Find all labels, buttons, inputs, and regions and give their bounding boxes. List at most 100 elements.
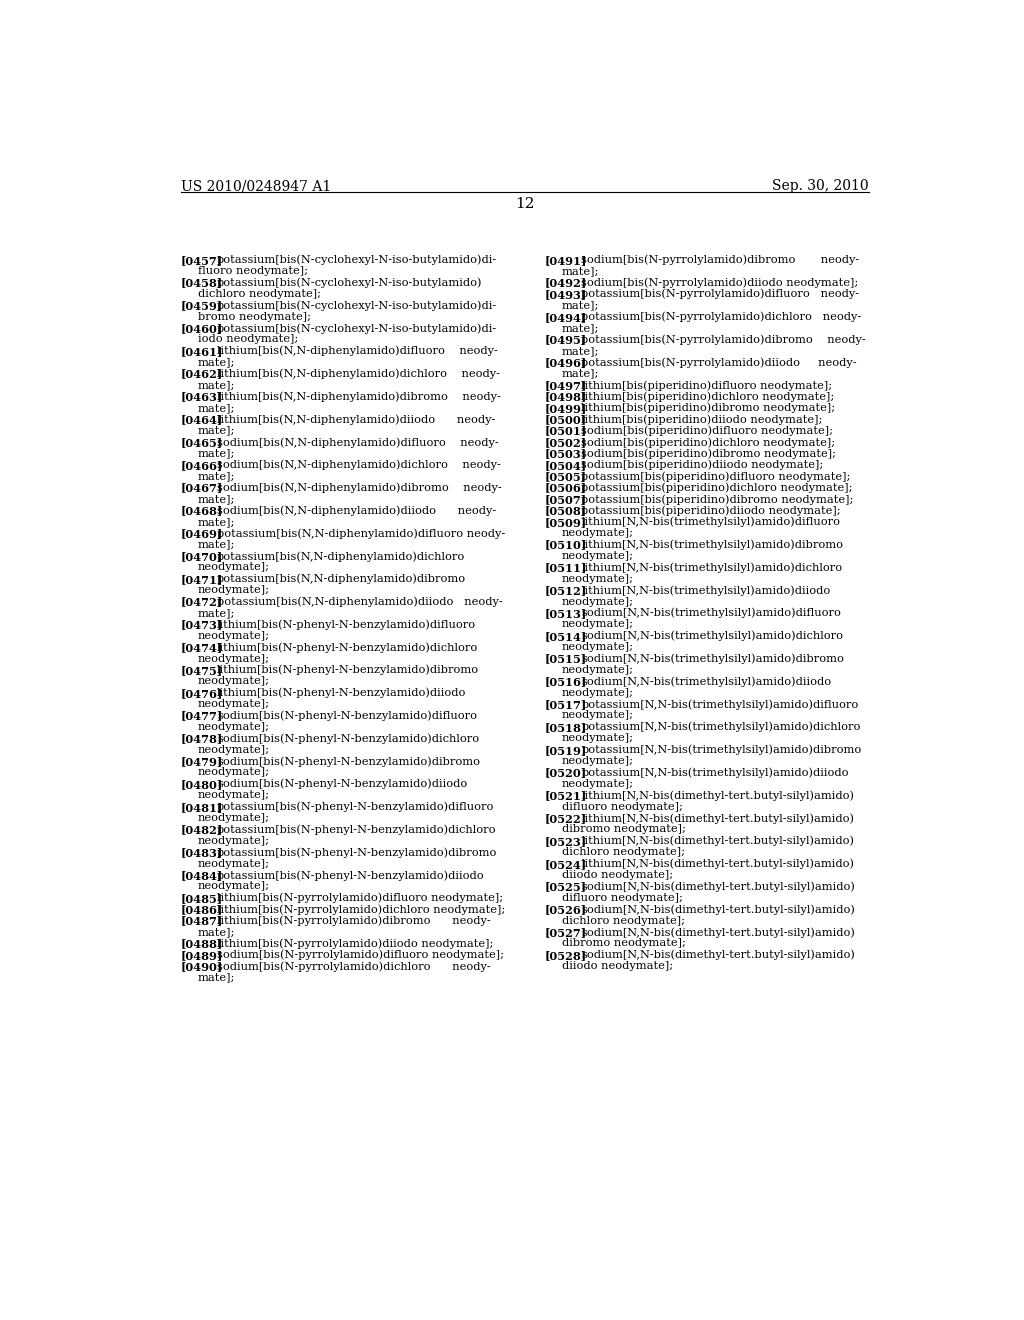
Text: neodymate];: neodymate]; [562,619,634,630]
Text: lithium[N,N-bis(trimethylsilyl)amido)diiodo: lithium[N,N-bis(trimethylsilyl)amido)dii… [582,585,830,595]
Text: neodymate];: neodymate]; [198,744,269,755]
Text: [0457]: [0457] [180,255,223,265]
Text: mate];: mate]; [198,425,236,436]
Text: mate];: mate]; [198,403,236,413]
Text: potassium[bis(piperidino)diiodo neodymate];: potassium[bis(piperidino)diiodo neodymat… [582,506,841,516]
Text: neodymate];: neodymate]; [198,722,269,731]
Text: lithium[bis(piperidino)dibromo neodymate];: lithium[bis(piperidino)dibromo neodymate… [582,403,836,413]
Text: neodymate];: neodymate]; [562,528,634,539]
Text: potassium[bis(N,N-diphenylamido)difluoro neody-: potassium[bis(N,N-diphenylamido)difluoro… [217,528,506,539]
Text: potassium[bis(N-phenyl-N-benzylamido)diiodo: potassium[bis(N-phenyl-N-benzylamido)dii… [217,870,484,880]
Text: [0466]: [0466] [180,459,223,471]
Text: lithium[N,N-bis(dimethyl-tert.butyl-silyl)amido): lithium[N,N-bis(dimethyl-tert.butyl-sily… [582,858,854,869]
Text: potassium[bis(N,N-diphenylamido)dibromo: potassium[bis(N,N-diphenylamido)dibromo [217,574,466,585]
Text: neodymate];: neodymate]; [562,574,634,583]
Text: sodium[bis(N,N-diphenylamido)diiodo      neody-: sodium[bis(N,N-diphenylamido)diiodo neod… [217,506,497,516]
Text: neodymate];: neodymate]; [562,665,634,675]
Text: [0459]: [0459] [180,300,223,312]
Text: lithium[bis(N-pyrrolylamido)difluoro neodymate];: lithium[bis(N-pyrrolylamido)difluoro neo… [217,892,503,903]
Text: lithium[bis(N-pyrrolylamido)diiodo neodymate];: lithium[bis(N-pyrrolylamido)diiodo neody… [217,939,494,949]
Text: [0488]: [0488] [180,939,223,949]
Text: lithium[N,N-bis(dimethyl-tert.butyl-silyl)amido): lithium[N,N-bis(dimethyl-tert.butyl-sily… [582,813,854,824]
Text: sodium[bis(N,N-diphenylamido)difluoro    neody-: sodium[bis(N,N-diphenylamido)difluoro ne… [217,437,499,447]
Text: neodymate];: neodymate]; [562,734,634,743]
Text: [0517]: [0517] [545,700,587,710]
Text: iodo neodymate];: iodo neodymate]; [198,334,298,345]
Text: sodium[N,N-bis(dimethyl-tert.butyl-silyl)amido): sodium[N,N-bis(dimethyl-tert.butyl-silyl… [582,882,855,892]
Text: sodium[bis(N-phenyl-N-benzylamido)dibromo: sodium[bis(N-phenyl-N-benzylamido)dibrom… [217,756,480,767]
Text: [0479]: [0479] [180,756,223,767]
Text: neodymate];: neodymate]; [198,836,269,846]
Text: lithium[bis(piperidino)difluoro neodymate];: lithium[bis(piperidino)difluoro neodymat… [582,380,833,391]
Text: [0501]: [0501] [545,425,587,437]
Text: neodymate];: neodymate]; [198,882,269,891]
Text: potassium[bis(N-cyclohexyl-N-iso-butylamido)di-: potassium[bis(N-cyclohexyl-N-iso-butylam… [217,323,498,334]
Text: lithium[bis(N-pyrrolylamido)dibromo      neody-: lithium[bis(N-pyrrolylamido)dibromo neod… [217,916,490,927]
Text: lithium[bis(N-phenyl-N-benzylamido)dibromo: lithium[bis(N-phenyl-N-benzylamido)dibro… [217,665,479,676]
Text: [0484]: [0484] [180,870,223,880]
Text: lithium[N,N-bis(dimethyl-tert.butyl-silyl)amido): lithium[N,N-bis(dimethyl-tert.butyl-sily… [582,836,854,846]
Text: [0514]: [0514] [545,631,587,642]
Text: [0520]: [0520] [545,767,587,779]
Text: mate];: mate]; [198,540,236,549]
Text: [0478]: [0478] [180,734,223,744]
Text: [0465]: [0465] [180,437,223,447]
Text: sodium[N,N-bis(dimethyl-tert.butyl-silyl)amido): sodium[N,N-bis(dimethyl-tert.butyl-silyl… [582,927,855,937]
Text: potassium[bis(piperidino)difluoro neodymate];: potassium[bis(piperidino)difluoro neodym… [582,471,851,482]
Text: sodium[bis(N-pyrrolylamido)dichloro      neody-: sodium[bis(N-pyrrolylamido)dichloro neod… [217,961,490,972]
Text: sodium[bis(piperidino)dibromo neodymate];: sodium[bis(piperidino)dibromo neodymate]… [582,449,837,459]
Text: [0508]: [0508] [545,506,587,516]
Text: neodymate];: neodymate]; [562,688,634,698]
Text: potassium[bis(N-cyclohexyl-N-iso-butylamido)di-: potassium[bis(N-cyclohexyl-N-iso-butylam… [217,300,498,310]
Text: [0526]: [0526] [545,904,587,915]
Text: [0495]: [0495] [545,334,587,346]
Text: sodium[bis(piperidino)difluoro neodymate];: sodium[bis(piperidino)difluoro neodymate… [582,425,834,436]
Text: sodium[bis(N-pyrrolylamido)diiodo neodymate];: sodium[bis(N-pyrrolylamido)diiodo neodym… [582,277,859,288]
Text: sodium[N,N-bis(trimethylsilyl)amido)dibromo: sodium[N,N-bis(trimethylsilyl)amido)dibr… [582,653,844,664]
Text: potassium[bis(N-pyrrolylamido)diiodo     neody-: potassium[bis(N-pyrrolylamido)diiodo neo… [582,358,857,368]
Text: lithium[bis(piperidino)dichloro neodymate];: lithium[bis(piperidino)dichloro neodymat… [582,392,835,403]
Text: lithium[bis(N-phenyl-N-benzylamido)difluoro: lithium[bis(N-phenyl-N-benzylamido)diflu… [217,619,476,630]
Text: mate];: mate]; [198,494,236,504]
Text: [0485]: [0485] [180,892,223,904]
Text: [0480]: [0480] [180,779,223,789]
Text: difluoro neodymate];: difluoro neodymate]; [562,801,683,812]
Text: neodymate];: neodymate]; [562,642,634,652]
Text: sodium[bis(N-phenyl-N-benzylamido)dichloro: sodium[bis(N-phenyl-N-benzylamido)dichlo… [217,734,479,744]
Text: [0516]: [0516] [545,676,587,688]
Text: [0527]: [0527] [545,927,587,939]
Text: potassium[bis(piperidino)dichloro neodymate];: potassium[bis(piperidino)dichloro neodym… [582,483,853,494]
Text: mate];: mate]; [562,323,599,333]
Text: [0462]: [0462] [180,368,223,380]
Text: [0521]: [0521] [545,791,587,801]
Text: potassium[bis(N-phenyl-N-benzylamido)difluoro: potassium[bis(N-phenyl-N-benzylamido)dif… [217,801,495,812]
Text: [0512]: [0512] [545,585,587,597]
Text: dichloro neodymate];: dichloro neodymate]; [198,289,321,298]
Text: potassium[bis(N-phenyl-N-benzylamido)dichloro: potassium[bis(N-phenyl-N-benzylamido)dic… [217,825,497,836]
Text: dibromo neodymate];: dibromo neodymate]; [562,825,686,834]
Text: potassium[bis(N-cyclohexyl-N-iso-butylamido)di-: potassium[bis(N-cyclohexyl-N-iso-butylam… [217,255,498,265]
Text: [0467]: [0467] [180,483,223,494]
Text: [0492]: [0492] [545,277,587,289]
Text: potassium[bis(N,N-diphenylamido)dichloro: potassium[bis(N,N-diphenylamido)dichloro [217,550,465,561]
Text: [0518]: [0518] [545,722,587,733]
Text: sodium[N,N-bis(dimethyl-tert.butyl-silyl)amido): sodium[N,N-bis(dimethyl-tert.butyl-silyl… [582,904,855,915]
Text: neodymate];: neodymate]; [198,791,269,800]
Text: [0502]: [0502] [545,437,587,447]
Text: dichloro neodymate];: dichloro neodymate]; [562,916,685,925]
Text: [0498]: [0498] [545,392,587,403]
Text: [0464]: [0464] [180,414,223,425]
Text: potassium[bis(piperidino)dibromo neodymate];: potassium[bis(piperidino)dibromo neodyma… [582,494,854,504]
Text: US 2010/0248947 A1: US 2010/0248947 A1 [180,180,331,193]
Text: diiodo neodymate];: diiodo neodymate]; [562,870,673,880]
Text: [0472]: [0472] [180,597,223,607]
Text: lithium[bis(N,N-diphenylamido)diiodo      neody-: lithium[bis(N,N-diphenylamido)diiodo neo… [217,414,496,425]
Text: mate];: mate]; [198,609,236,618]
Text: [0523]: [0523] [545,836,587,847]
Text: bromo neodymate];: bromo neodymate]; [198,312,310,322]
Text: [0499]: [0499] [545,403,587,413]
Text: mate];: mate]; [198,516,236,527]
Text: neodymate];: neodymate]; [198,653,269,664]
Text: sodium[N,N-bis(dimethyl-tert.butyl-silyl)amido): sodium[N,N-bis(dimethyl-tert.butyl-silyl… [582,950,855,961]
Text: [0506]: [0506] [545,483,587,494]
